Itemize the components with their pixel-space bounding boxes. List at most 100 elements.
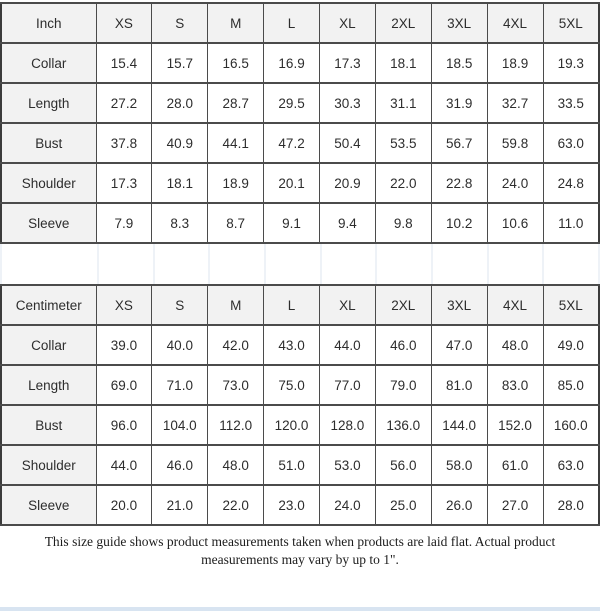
- spacer-cell: [544, 244, 598, 284]
- spacer-cell: [155, 244, 211, 284]
- size-column-header: S: [151, 2, 209, 44]
- measurement-value-cell: 24.0: [486, 162, 544, 204]
- table-row: Sleeve 7.9 8.3 8.7 9.1 9.4 9.8 10.2 10.6 11.0: [0, 202, 600, 244]
- measurement-value-cell: 73.0: [207, 364, 265, 406]
- table-row: Bust 37.8 40.9 44.1 47.2 50.4 53.5 56.7 59.8 63.0: [0, 122, 600, 164]
- measurement-value-cell: 15.4: [95, 42, 153, 84]
- size-table-centimeter: Centimeter XS S M L XL 2XL 3XL 4XL 5XL Collar 39.0…: [0, 284, 600, 526]
- measurement-value-cell: 56.0: [374, 444, 432, 486]
- measurement-value-cell: 53.5: [374, 122, 432, 164]
- size-table-inch: Inch XS S M L XL 2XL 3XL 4XL 5XL Collar 15.4 15.7 16…: [0, 2, 600, 244]
- measurement-value-cell: 63.0: [542, 444, 600, 486]
- measurement-row-label: Sleeve: [0, 484, 97, 526]
- size-column-header: 4XL: [486, 2, 544, 44]
- measurement-value-cell: 28.0: [151, 82, 209, 124]
- spacer-label-cell: [2, 244, 99, 284]
- measurement-value-cell: 53.0: [319, 444, 376, 486]
- size-table-centimeter-header: Centimeter XS S M L XL 2XL 3XL 4XL 5XL: [0, 284, 600, 326]
- size-table-header-row: Inch XS S M L XL 2XL 3XL 4XL 5XL: [0, 2, 600, 44]
- table-row: Length 69.0 71.0 73.0 75.0 77.0 79.0 81.0 83.0 85…: [0, 364, 600, 406]
- spacer-cell: [266, 244, 322, 284]
- measurement-value-cell: 47.0: [430, 324, 488, 366]
- measurement-value-cell: 28.0: [542, 484, 600, 526]
- measurement-row-label: Bust: [0, 122, 97, 164]
- measurement-value-cell: 24.8: [542, 162, 600, 204]
- size-column-header: XL: [319, 2, 376, 44]
- measurement-value-cell: 85.0: [542, 364, 600, 406]
- table-row: Shoulder 44.0 46.0 48.0 51.0 53.0 56.0 58.0 61.0…: [0, 444, 600, 486]
- measurement-value-cell: 48.0: [207, 444, 265, 486]
- measurement-value-cell: 79.0: [374, 364, 432, 406]
- size-table-inch-body: Collar 15.4 15.7 16.5 16.9 17.3 18.1 18.5 18.9 19…: [0, 42, 600, 244]
- measurement-value-cell: 32.7: [486, 82, 544, 124]
- measurement-value-cell: 112.0: [207, 404, 265, 446]
- measurement-value-cell: 9.1: [263, 202, 320, 244]
- size-column-header: 2XL: [374, 284, 432, 326]
- size-table-centimeter-body: Collar 39.0 40.0 42.0 43.0 44.0 46.0 47.0 48.0 49…: [0, 324, 600, 526]
- measurement-value-cell: 120.0: [263, 404, 320, 446]
- measurement-value-cell: 46.0: [151, 444, 209, 486]
- measurement-row-label: Length: [0, 82, 97, 124]
- measurement-value-cell: 17.3: [95, 162, 153, 204]
- size-column-header: XS: [95, 284, 153, 326]
- measurement-value-cell: 37.8: [95, 122, 153, 164]
- table-row: Sleeve 20.0 21.0 22.0 23.0 24.0 25.0 26.0 27.0 28…: [0, 484, 600, 526]
- measurement-value-cell: 18.5: [430, 42, 488, 84]
- table-row: Length 27.2 28.0 28.7 29.5 30.3 31.1 31.9 32.7 33…: [0, 82, 600, 124]
- measurement-value-cell: 44.0: [319, 324, 376, 366]
- measurement-value-cell: 58.0: [430, 444, 488, 486]
- measurement-value-cell: 128.0: [319, 404, 376, 446]
- measurement-value-cell: 44.0: [95, 444, 153, 486]
- measurement-value-cell: 22.0: [374, 162, 432, 204]
- measurement-value-cell: 16.5: [207, 42, 265, 84]
- measurement-value-cell: 9.8: [374, 202, 432, 244]
- measurement-row-label: Sleeve: [0, 202, 97, 244]
- measurement-value-cell: 59.8: [486, 122, 544, 164]
- size-column-header: M: [207, 284, 265, 326]
- measurement-value-cell: 77.0: [319, 364, 376, 406]
- measurement-value-cell: 48.0: [486, 324, 544, 366]
- table-row: Bust 96.0 104.0 112.0 120.0 128.0 136.0 144.0 15…: [0, 404, 600, 446]
- measurement-value-cell: 23.0: [263, 484, 320, 526]
- measurement-value-cell: 16.9: [263, 42, 320, 84]
- size-column-header: 3XL: [430, 2, 488, 44]
- measurement-value-cell: 160.0: [542, 404, 600, 446]
- size-column-header: XS: [95, 2, 153, 44]
- measurement-value-cell: 136.0: [374, 404, 432, 446]
- measurement-value-cell: 11.0: [542, 202, 600, 244]
- measurement-value-cell: 104.0: [151, 404, 209, 446]
- measurement-value-cell: 10.6: [486, 202, 544, 244]
- measurement-value-cell: 47.2: [263, 122, 320, 164]
- measurement-value-cell: 28.7: [207, 82, 265, 124]
- measurement-value-cell: 27.0: [486, 484, 544, 526]
- measurement-value-cell: 71.0: [151, 364, 209, 406]
- unit-label-centimeter: Centimeter: [0, 284, 97, 326]
- measurement-value-cell: 18.1: [151, 162, 209, 204]
- unit-label-inch: Inch: [0, 2, 97, 44]
- spacer-cell: [210, 244, 267, 284]
- size-column-header: S: [151, 284, 209, 326]
- measurement-value-cell: 19.3: [542, 42, 600, 84]
- bottom-accent-strip: [0, 607, 600, 611]
- measurement-row-label: Length: [0, 364, 97, 406]
- measurement-value-cell: 15.7: [151, 42, 209, 84]
- measurement-value-cell: 69.0: [95, 364, 153, 406]
- measurement-value-cell: 61.0: [486, 444, 544, 486]
- measurement-value-cell: 30.3: [319, 82, 376, 124]
- size-column-header: 5XL: [542, 284, 600, 326]
- size-column-header: XL: [319, 284, 376, 326]
- measurement-value-cell: 83.0: [486, 364, 544, 406]
- measurement-value-cell: 44.1: [207, 122, 265, 164]
- measurement-value-cell: 46.0: [374, 324, 432, 366]
- spacer-cell: [377, 244, 434, 284]
- table-row: Collar 15.4 15.7 16.5 16.9 17.3 18.1 18.5 18.9 19…: [0, 42, 600, 84]
- measurement-value-cell: 21.0: [151, 484, 209, 526]
- measurement-value-cell: 144.0: [430, 404, 488, 446]
- size-table-header-row: Centimeter XS S M L XL 2XL 3XL 4XL 5XL: [0, 284, 600, 326]
- measurement-value-cell: 49.0: [542, 324, 600, 366]
- measurement-value-cell: 42.0: [207, 324, 265, 366]
- size-column-header: L: [263, 2, 320, 44]
- measurement-value-cell: 75.0: [263, 364, 320, 406]
- size-column-header: L: [263, 284, 320, 326]
- measurement-value-cell: 18.9: [486, 42, 544, 84]
